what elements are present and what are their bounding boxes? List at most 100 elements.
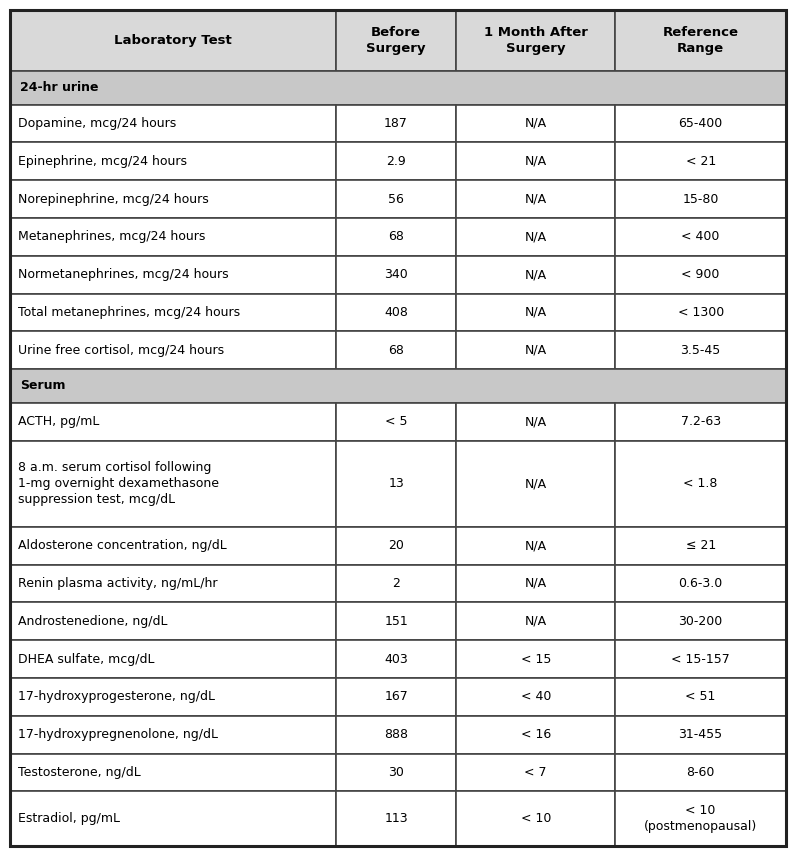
Bar	[615, 565, 786, 603]
Bar	[615, 603, 786, 640]
Text: 408: 408	[384, 306, 408, 319]
Bar	[10, 71, 786, 104]
Bar	[336, 10, 456, 71]
Text: DHEA sulfate, mcg/dL: DHEA sulfate, mcg/dL	[18, 652, 154, 666]
Text: < 40: < 40	[521, 691, 551, 704]
Text: 187: 187	[384, 117, 408, 130]
Bar	[10, 753, 336, 792]
Bar	[456, 526, 615, 565]
Text: 31-455: 31-455	[678, 728, 723, 741]
Bar	[10, 526, 336, 565]
Bar	[456, 603, 615, 640]
Bar	[456, 331, 615, 369]
Text: 13: 13	[388, 477, 404, 490]
Bar	[336, 294, 456, 331]
Bar	[456, 716, 615, 753]
Bar	[336, 565, 456, 603]
Bar	[336, 256, 456, 294]
Text: < 10: < 10	[521, 812, 551, 825]
Text: Laboratory Test: Laboratory Test	[114, 34, 232, 47]
Text: Androstenedione, ng/dL: Androstenedione, ng/dL	[18, 615, 167, 627]
Bar	[615, 678, 786, 716]
Bar	[615, 441, 786, 526]
Bar	[10, 565, 336, 603]
Bar	[10, 331, 336, 369]
Bar	[336, 403, 456, 441]
Bar	[336, 603, 456, 640]
Text: N/A: N/A	[525, 615, 547, 627]
Bar	[615, 792, 786, 846]
Bar	[336, 753, 456, 792]
Bar	[10, 441, 336, 526]
Bar	[336, 441, 456, 526]
Bar	[10, 792, 336, 846]
Text: < 5: < 5	[384, 415, 408, 428]
Text: 2.9: 2.9	[386, 155, 406, 168]
Text: < 15: < 15	[521, 652, 551, 666]
Bar	[456, 294, 615, 331]
Text: 151: 151	[384, 615, 408, 627]
Bar	[10, 180, 336, 218]
Text: 30: 30	[388, 766, 404, 779]
Bar	[10, 640, 336, 678]
Bar	[336, 716, 456, 753]
Text: 8-60: 8-60	[686, 766, 715, 779]
Bar	[336, 792, 456, 846]
Text: Testosterone, ng/dL: Testosterone, ng/dL	[18, 766, 141, 779]
Text: Estradiol, pg/mL: Estradiol, pg/mL	[18, 812, 120, 825]
Text: 68: 68	[388, 230, 404, 243]
Bar	[336, 218, 456, 256]
Bar	[10, 256, 336, 294]
Text: N/A: N/A	[525, 306, 547, 319]
Text: < 15-157: < 15-157	[671, 652, 730, 666]
Text: Total metanephrines, mcg/24 hours: Total metanephrines, mcg/24 hours	[18, 306, 240, 319]
Text: N/A: N/A	[525, 539, 547, 552]
Text: Before
Surgery: Before Surgery	[366, 26, 426, 55]
Text: N/A: N/A	[525, 415, 547, 428]
Text: Norepinephrine, mcg/24 hours: Norepinephrine, mcg/24 hours	[18, 193, 209, 205]
Text: N/A: N/A	[525, 155, 547, 168]
Bar	[456, 218, 615, 256]
Text: Dopamine, mcg/24 hours: Dopamine, mcg/24 hours	[18, 117, 176, 130]
Text: Metanephrines, mcg/24 hours: Metanephrines, mcg/24 hours	[18, 230, 205, 243]
Text: 17-hydroxypregnenolone, ng/dL: 17-hydroxypregnenolone, ng/dL	[18, 728, 218, 741]
Text: N/A: N/A	[525, 117, 547, 130]
Bar	[10, 603, 336, 640]
Bar	[336, 640, 456, 678]
Text: 113: 113	[384, 812, 408, 825]
Bar	[336, 180, 456, 218]
Bar	[615, 403, 786, 441]
Text: 0.6-3.0: 0.6-3.0	[678, 577, 723, 590]
Text: N/A: N/A	[525, 230, 547, 243]
Text: Normetanephrines, mcg/24 hours: Normetanephrines, mcg/24 hours	[18, 268, 228, 281]
Bar	[10, 218, 336, 256]
Text: < 51: < 51	[685, 691, 716, 704]
Text: 403: 403	[384, 652, 408, 666]
Text: 2: 2	[392, 577, 400, 590]
Bar	[336, 526, 456, 565]
Text: Epinephrine, mcg/24 hours: Epinephrine, mcg/24 hours	[18, 155, 187, 168]
Bar	[456, 142, 615, 180]
Text: 15-80: 15-80	[682, 193, 719, 205]
Text: < 21: < 21	[685, 155, 716, 168]
Text: < 16: < 16	[521, 728, 551, 741]
Bar	[10, 403, 336, 441]
Text: < 7: < 7	[525, 766, 547, 779]
Bar	[615, 716, 786, 753]
Bar	[10, 142, 336, 180]
Text: 167: 167	[384, 691, 408, 704]
Text: < 900: < 900	[681, 268, 720, 281]
Bar	[456, 565, 615, 603]
Bar	[456, 753, 615, 792]
Bar	[10, 369, 786, 403]
Bar	[615, 294, 786, 331]
Text: Reference
Range: Reference Range	[662, 26, 739, 55]
Text: 340: 340	[384, 268, 408, 281]
Bar	[456, 792, 615, 846]
Text: 17-hydroxyprogesterone, ng/dL: 17-hydroxyprogesterone, ng/dL	[18, 691, 215, 704]
Text: ≤ 21: ≤ 21	[685, 539, 716, 552]
Bar	[615, 640, 786, 678]
Bar	[615, 142, 786, 180]
Text: < 400: < 400	[681, 230, 720, 243]
Bar	[10, 10, 336, 71]
